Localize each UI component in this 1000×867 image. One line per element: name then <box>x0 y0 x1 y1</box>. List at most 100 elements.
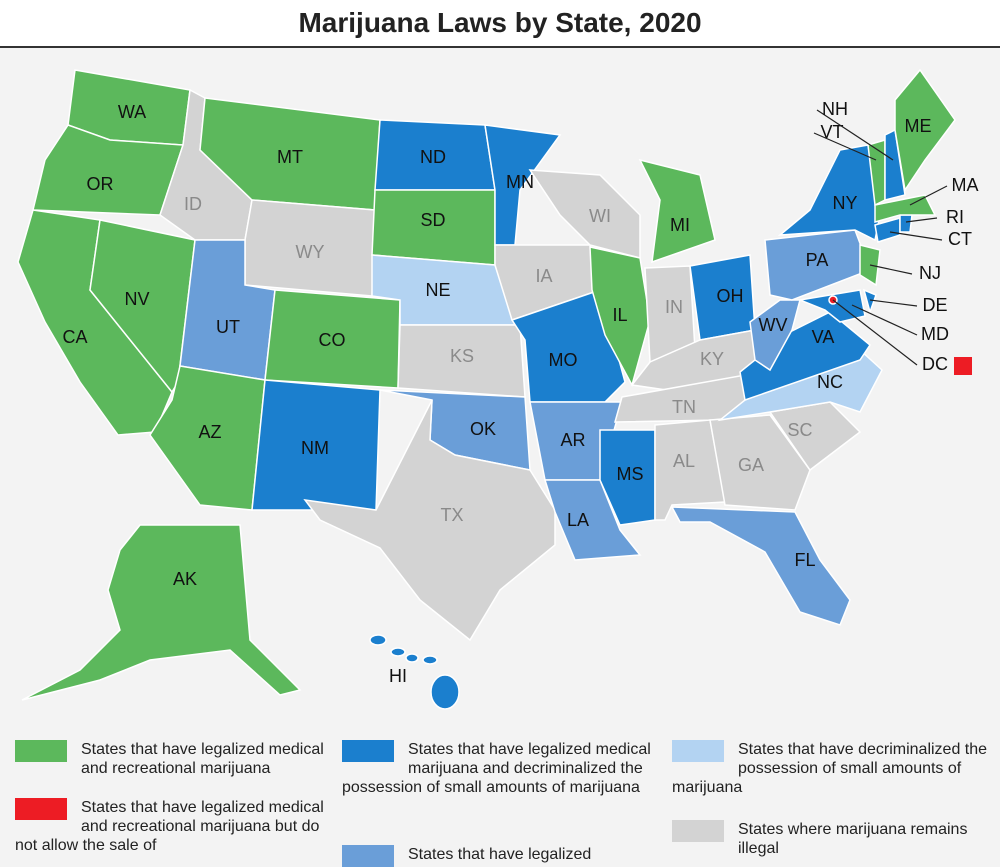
state-label: DC <box>922 354 948 374</box>
state-label: MO <box>549 350 578 370</box>
state-label: NC <box>817 372 843 392</box>
leader-line <box>832 299 918 366</box>
state-shape <box>894 68 956 192</box>
state-label: AZ <box>198 422 221 442</box>
state-label: MN <box>506 172 534 192</box>
state-label: SC <box>787 420 812 440</box>
state-shape <box>709 414 811 511</box>
legend-text: States that have legalized medical marij… <box>342 741 651 796</box>
legend-swatch <box>672 820 724 842</box>
island-shape <box>430 674 460 710</box>
legend-swatch <box>672 740 724 762</box>
leader-line <box>889 231 943 241</box>
state-shape <box>244 199 376 297</box>
district-swatch <box>954 357 972 375</box>
state-label: AK <box>173 569 197 589</box>
state-shape <box>874 217 901 243</box>
state-label: VA <box>812 327 835 347</box>
state-label: SD <box>420 210 445 230</box>
state-label: LA <box>567 510 589 530</box>
state-label: NE <box>425 280 450 300</box>
state-shape <box>862 288 877 315</box>
legend-text: States that have legalized medical and r… <box>81 741 324 777</box>
legend-swatch <box>342 845 394 867</box>
leader-line <box>816 109 894 161</box>
legend-item: States that have decriminalized the poss… <box>672 740 992 797</box>
state-label: OK <box>470 419 496 439</box>
island-shape <box>390 647 406 657</box>
state-shape <box>670 506 851 626</box>
leader-line <box>851 304 918 336</box>
state-shape <box>777 144 881 242</box>
map-title: Marijuana Laws by State, 2020 <box>0 0 1000 48</box>
state-shape <box>749 299 801 372</box>
state-label: WV <box>759 315 788 335</box>
island-shape <box>405 653 419 663</box>
state-label: KY <box>700 349 724 369</box>
legend-text: States that have legalized <box>408 846 592 863</box>
state-label: TN <box>672 397 696 417</box>
state-label: CT <box>948 229 972 249</box>
state-shape <box>884 128 906 201</box>
state-label: MT <box>277 147 303 167</box>
state-label: NV <box>124 289 149 309</box>
state-label: UT <box>216 317 240 337</box>
state-label: MI <box>670 215 690 235</box>
leader-line <box>909 185 948 206</box>
state-label: AL <box>673 451 695 471</box>
state-label: VT <box>820 122 843 142</box>
state-label: FL <box>794 550 815 570</box>
legend-swatch <box>342 740 394 762</box>
map: WA OR CA NV ID MT WY UT CO AZ NM ND SD NE KS OK TX MN IA MO… <box>17 68 979 710</box>
state-shape <box>899 214 913 233</box>
state-label: HI <box>389 666 407 686</box>
state-label: CA <box>62 327 87 347</box>
state-shape <box>303 399 556 642</box>
legend-item: States where marijuana remains illegal <box>672 820 992 858</box>
state-label: MA <box>952 175 979 195</box>
legend-item: States that have legalized medical and r… <box>15 740 335 778</box>
state-label: IN <box>665 297 683 317</box>
state-label: WI <box>589 206 611 226</box>
state-label: DE <box>922 295 947 315</box>
leader-line <box>813 132 877 161</box>
state-label: TX <box>440 505 463 525</box>
leader-line <box>905 217 938 223</box>
legend-swatch <box>15 740 67 762</box>
state-label: RI <box>946 207 964 227</box>
state-label: NY <box>832 193 857 213</box>
state-label: AR <box>560 430 585 450</box>
state-label: MD <box>921 324 949 344</box>
leader-line <box>869 299 918 307</box>
state-label: WA <box>118 102 146 122</box>
state-label: NM <box>301 438 329 458</box>
island-shape <box>369 634 387 646</box>
state-label: OH <box>717 286 744 306</box>
legend-text: States that have decriminalized the poss… <box>672 741 988 796</box>
state-label: OR <box>87 174 114 194</box>
legend-item: States that have legalized <box>342 845 662 867</box>
state-label: PA <box>806 250 829 270</box>
state-label: IL <box>612 305 627 325</box>
state-label: ME <box>905 116 932 136</box>
leader-line <box>869 264 913 275</box>
state-label: WY <box>296 242 325 262</box>
legend-item: States that have legalized medical and r… <box>15 798 335 855</box>
state-label: GA <box>738 455 764 475</box>
state-label: NH <box>822 99 848 119</box>
state-label: CO <box>319 330 346 350</box>
state-label: IA <box>535 266 552 286</box>
legend-item: States that have legalized medical marij… <box>342 740 662 797</box>
state-shape <box>599 429 656 526</box>
state-label: MS <box>617 464 644 484</box>
state-label: NJ <box>919 263 941 283</box>
state-shape <box>21 524 302 701</box>
legend-text: States where marijuana remains illegal <box>738 821 968 857</box>
legend-text: States that have legalized medical and r… <box>15 799 324 854</box>
state-shape <box>874 194 937 223</box>
state-label: ID <box>184 194 202 214</box>
legend-swatch <box>15 798 67 820</box>
state-label: ND <box>420 147 446 167</box>
state-label: KS <box>450 346 474 366</box>
